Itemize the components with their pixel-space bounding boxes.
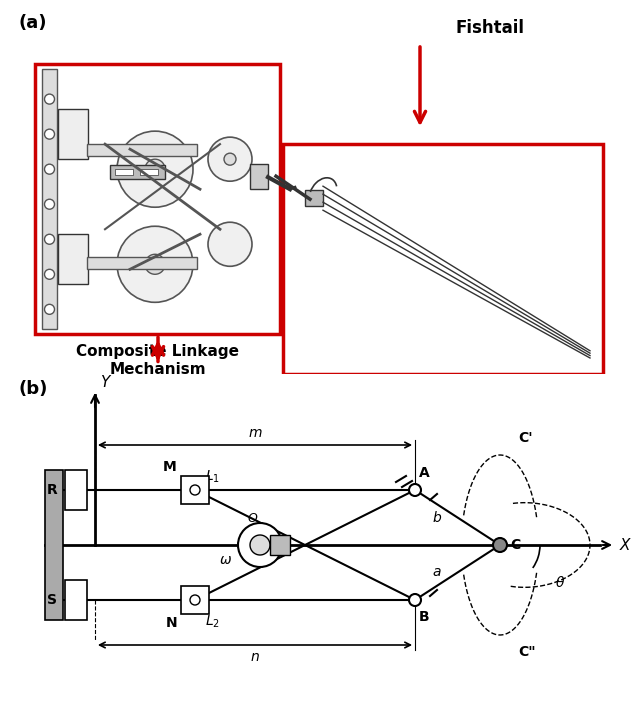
Circle shape	[493, 538, 507, 552]
Text: C: C	[510, 538, 520, 552]
Circle shape	[45, 129, 54, 139]
Circle shape	[224, 153, 236, 165]
Text: $\omega$: $\omega$	[219, 553, 232, 567]
Text: C': C'	[518, 431, 532, 445]
Circle shape	[145, 254, 165, 274]
Circle shape	[409, 594, 421, 606]
Text: C": C"	[518, 645, 536, 659]
Bar	[181, 476, 209, 504]
Bar	[87, 144, 197, 156]
Bar	[270, 535, 290, 555]
Bar	[42, 69, 57, 329]
Bar	[305, 190, 323, 206]
Text: Fishtail: Fishtail	[456, 19, 525, 37]
Bar	[110, 165, 165, 179]
Circle shape	[117, 131, 193, 207]
Text: $L_1$: $L_1$	[205, 469, 220, 485]
Text: B: B	[419, 610, 429, 624]
Text: (a): (a)	[18, 14, 47, 32]
Text: S: S	[47, 593, 57, 607]
Bar	[45, 470, 63, 620]
Bar	[65, 470, 87, 510]
FancyBboxPatch shape	[35, 64, 280, 334]
Circle shape	[190, 595, 200, 605]
Circle shape	[238, 523, 282, 567]
Circle shape	[45, 199, 54, 210]
Bar	[58, 234, 88, 284]
FancyBboxPatch shape	[283, 144, 603, 374]
Text: $L_2$: $L_2$	[205, 614, 220, 631]
Circle shape	[208, 137, 252, 181]
Circle shape	[45, 305, 54, 315]
Bar	[140, 169, 158, 175]
Circle shape	[117, 226, 193, 302]
Text: $\theta$: $\theta$	[555, 575, 565, 590]
Bar	[65, 580, 87, 620]
Text: N: N	[165, 616, 177, 630]
Text: $b$: $b$	[432, 510, 442, 525]
Bar	[250, 164, 268, 189]
Circle shape	[45, 234, 54, 244]
Circle shape	[145, 159, 165, 179]
Circle shape	[250, 535, 270, 555]
Text: Composite Linkage
Mechanism: Composite Linkage Mechanism	[77, 344, 239, 377]
Text: (b): (b)	[18, 380, 47, 398]
Bar	[87, 257, 197, 269]
Text: Y: Y	[100, 375, 109, 390]
Circle shape	[45, 164, 54, 174]
Circle shape	[45, 94, 54, 104]
Text: M: M	[163, 460, 177, 474]
Circle shape	[45, 269, 54, 279]
Bar	[115, 169, 133, 175]
Text: X: X	[620, 538, 630, 552]
Text: $n$: $n$	[250, 650, 260, 664]
Text: $m$: $m$	[248, 426, 262, 440]
Circle shape	[409, 484, 421, 496]
Text: $a$: $a$	[433, 565, 442, 579]
Circle shape	[208, 222, 252, 266]
Bar	[181, 586, 209, 614]
Text: O: O	[247, 512, 257, 525]
Text: A: A	[419, 466, 429, 480]
Bar	[58, 109, 88, 159]
Text: R: R	[47, 483, 58, 497]
Circle shape	[190, 485, 200, 495]
